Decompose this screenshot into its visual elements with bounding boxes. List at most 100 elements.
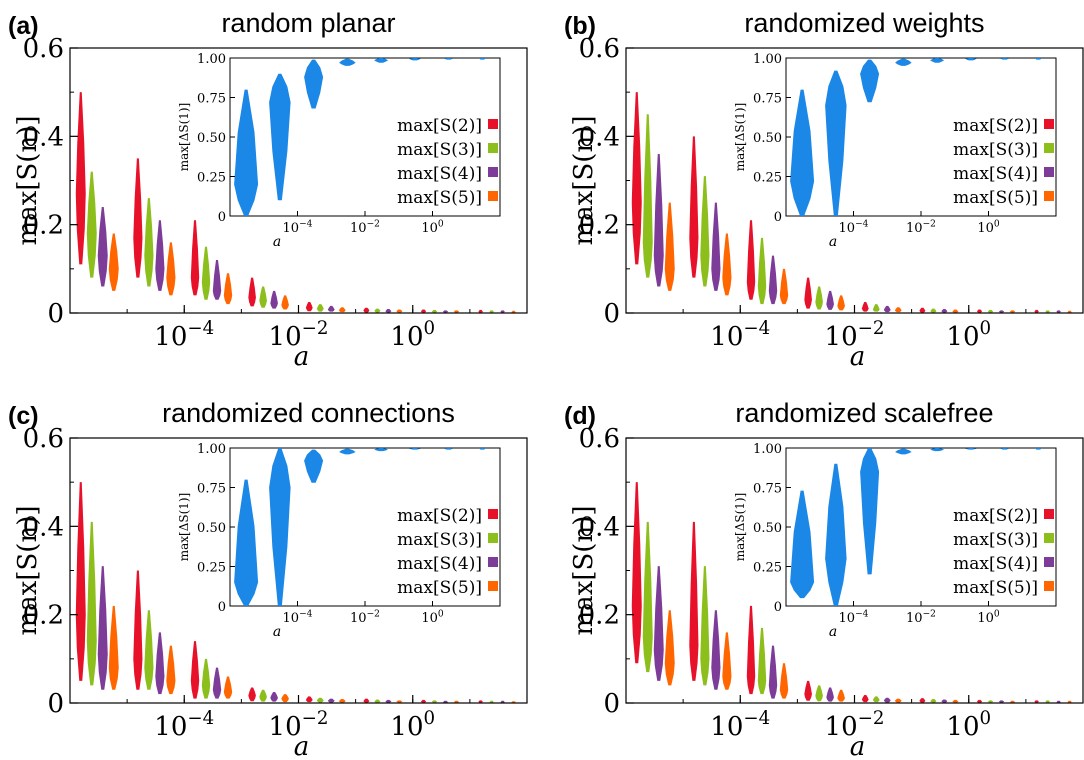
inset-y-label: max[ΔS(1)]	[177, 103, 191, 172]
violin-S4	[442, 700, 449, 703]
legend-swatch	[488, 143, 498, 153]
violin-S3	[431, 309, 438, 313]
violin-S2	[976, 309, 983, 313]
violin-S5	[281, 694, 289, 703]
panel-label: (b)	[564, 12, 596, 40]
violin-S5	[511, 701, 516, 703]
y-tick-label: 0.2	[579, 601, 620, 631]
inset-x-label: a	[829, 234, 837, 250]
legend-label: max[S(4)]	[953, 164, 1038, 184]
violin-S2	[631, 92, 642, 265]
violin-S2	[248, 687, 256, 702]
inset-x-label: a	[829, 624, 837, 640]
violin-S5	[1009, 310, 1016, 313]
violin-S5	[779, 663, 789, 699]
violin-S4	[826, 290, 834, 310]
violin-S2	[919, 698, 926, 703]
y-axis-label: max[S(n)]	[13, 506, 43, 636]
inset-violin	[374, 448, 389, 452]
inset-y-tick-label: 0.25	[197, 561, 226, 576]
y-tick-label: 0.4	[579, 122, 620, 152]
inset-y-tick-label: 0.75	[197, 482, 226, 497]
violin-S2	[305, 696, 313, 703]
inset-x-tick-label: 10−2	[906, 220, 936, 236]
violin-S3	[642, 521, 653, 673]
violin-S5	[837, 295, 845, 311]
legend-swatch	[1044, 509, 1054, 519]
violin-S5	[108, 233, 119, 291]
inset-violin	[234, 479, 259, 606]
violin-S2	[861, 301, 869, 312]
x-tick-label: 100	[946, 318, 991, 352]
inset-violin	[409, 58, 421, 61]
legend-label: max[S(3)]	[953, 140, 1038, 160]
violin-S3	[489, 310, 494, 313]
violin-S3	[815, 286, 823, 310]
inset-y-tick-label: 1.00	[197, 52, 226, 67]
violin-S3	[201, 658, 211, 699]
x-tick-label: 10−2	[269, 708, 329, 742]
x-tick-label: 10−4	[710, 708, 770, 742]
violin-S5	[453, 310, 460, 313]
inset-violin	[965, 448, 977, 450]
inset-x-tick-label: 10−4	[839, 220, 869, 236]
inset-violin	[339, 58, 356, 66]
violin-S4	[941, 309, 948, 313]
inset-y-tick-label: 0.25	[753, 561, 782, 576]
inset-violin	[234, 89, 259, 216]
violin-S5	[1067, 310, 1072, 313]
chart-panel: (d) randomized scalefree 0 0.2 0.4 0.6 10−4 10−…	[564, 398, 1084, 760]
violin-S3	[757, 627, 767, 695]
violin-S2	[631, 482, 642, 664]
violin-S4	[212, 260, 222, 300]
inset-violin	[790, 490, 815, 599]
violin-S5	[952, 309, 959, 313]
violin-S3	[1045, 700, 1050, 703]
y-axis-label: max[S(n)]	[569, 116, 599, 246]
x-axis-label: a	[850, 732, 866, 760]
y-tick-label: 0	[47, 299, 64, 329]
legend-label: max[S(5)]	[397, 578, 482, 598]
inset-y-tick-label: 0	[774, 210, 782, 225]
violin-S3	[815, 685, 823, 702]
x-tick-label: 100	[946, 708, 991, 742]
violin-S3	[872, 304, 880, 312]
violin-S5	[338, 307, 346, 313]
legend-label: max[S(3)]	[397, 140, 482, 160]
legend-swatch	[488, 581, 498, 591]
violin-S3	[700, 566, 710, 686]
inset-x-tick-label: 10−2	[350, 220, 380, 236]
inset-y-label: max[ΔS(1)]	[733, 103, 747, 172]
inset-violin	[339, 448, 356, 455]
violin-S4	[97, 207, 108, 287]
inset-violin	[444, 448, 454, 450]
inset-y-tick-label: 1.00	[753, 52, 782, 67]
violin-S4	[826, 687, 834, 702]
violin-S2	[133, 158, 143, 278]
inset-y-label: max[ΔS(1)]	[177, 493, 191, 562]
violin-S3	[201, 246, 211, 300]
legend-label: max[S(2)]	[397, 506, 482, 526]
legend-label: max[S(5)]	[953, 578, 1038, 598]
legend-swatch	[488, 509, 498, 519]
violin-S5	[1067, 700, 1072, 703]
x-axis-label: a	[294, 732, 310, 760]
inset-y-tick-label: 0.75	[753, 92, 782, 107]
legend-swatch	[1044, 581, 1054, 591]
y-tick-label: 0	[603, 299, 620, 329]
violin-S3	[316, 697, 324, 703]
inset-x-tick-label: 10−4	[283, 610, 313, 626]
inset-violin	[965, 58, 977, 61]
violin-S4	[327, 305, 335, 312]
y-tick-label: 0.4	[579, 512, 620, 542]
x-tick-label: 10−2	[825, 318, 885, 352]
legend-swatch	[1044, 119, 1054, 129]
violin-S3	[144, 198, 154, 287]
inset-violin	[1000, 448, 1010, 450]
violin-S5	[894, 307, 902, 313]
violin-S3	[316, 304, 324, 312]
inset-y-tick-label: 0	[218, 600, 226, 615]
x-tick-label: 100	[390, 318, 435, 352]
violin-S2	[1034, 700, 1039, 703]
legend-swatch	[1044, 191, 1054, 201]
